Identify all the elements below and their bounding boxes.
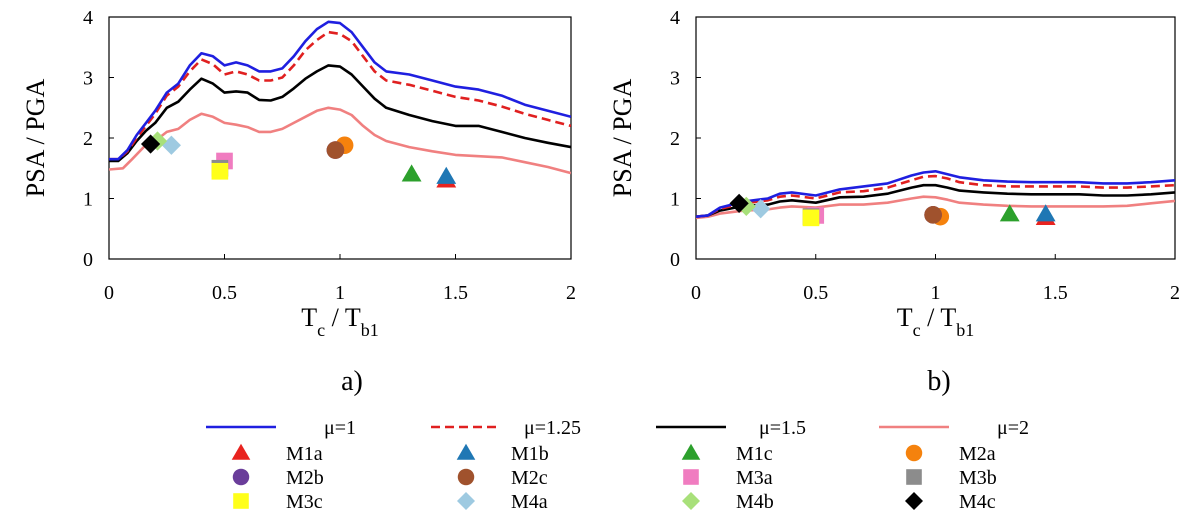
- series-line: [109, 20, 571, 161]
- legend-marker-label: M2c: [511, 467, 548, 489]
- legend-marker-swatch: [906, 469, 922, 485]
- legend-marker-swatch: [457, 492, 475, 510]
- legend-marker-swatch: [232, 468, 250, 486]
- series-line: [696, 174, 1175, 218]
- legend-marker-label: M4b: [736, 491, 774, 511]
- legend-line-label: μ=1.5: [759, 417, 806, 439]
- legend-line-label: μ=1: [324, 417, 356, 439]
- panel-label: a): [341, 366, 363, 397]
- legend-line-label: μ=1.25: [524, 417, 581, 439]
- legend-marker-label: M3b: [959, 467, 997, 489]
- x-tick-label: 0.5: [803, 282, 828, 304]
- data-marker: [751, 199, 771, 219]
- data-marker: [1035, 204, 1056, 222]
- y-tick-label: 4: [670, 7, 680, 29]
- y-tick-label: 1: [83, 189, 93, 211]
- y-tick-label: 2: [83, 128, 93, 150]
- legend-marker-label: M2b: [286, 467, 324, 489]
- data-marker: [401, 164, 422, 182]
- data-marker: [161, 135, 181, 155]
- x-tick-label: 1: [931, 282, 941, 304]
- legend-marker-label: M3a: [736, 467, 773, 489]
- y-tick-label: 3: [670, 68, 680, 90]
- x-axis-label-part: / T: [921, 303, 957, 332]
- x-tick-label: 1: [335, 282, 345, 304]
- x-axis-label-subscript: b1: [361, 320, 379, 340]
- series-line: [109, 106, 571, 175]
- data-marker: [999, 204, 1020, 222]
- y-axis-label: PSA / PGA: [21, 79, 50, 198]
- panel-label: b): [927, 366, 950, 397]
- legend-marker-swatch: [456, 443, 476, 460]
- legend-marker-swatch: [231, 443, 251, 460]
- legend-marker-swatch: [905, 444, 923, 462]
- y-tick-label: 3: [83, 68, 93, 90]
- legend-marker-swatch: [683, 469, 699, 485]
- x-axis-label-subscript: c: [317, 320, 325, 340]
- series-line: [696, 183, 1175, 218]
- series-line: [696, 170, 1175, 218]
- data-marker: [140, 134, 161, 154]
- series-line: [109, 30, 571, 161]
- x-tick-label: 2: [1170, 282, 1180, 304]
- legend-marker-label: M3c: [286, 491, 323, 511]
- x-axis-label-part: / T: [325, 303, 361, 332]
- x-axis-label: Tc / Tb1: [301, 303, 379, 340]
- legend-marker-swatch: [682, 492, 700, 510]
- data-marker: [729, 193, 749, 213]
- series-group: [109, 20, 571, 175]
- legend: μ=1 μ=1.25 μ=1.5 μ=2 M1a M1b M1c M2a M2b M2c M3a M3…: [206, 417, 1029, 511]
- legend-marker-label: M4a: [511, 491, 548, 511]
- x-tick-label: 1.5: [1043, 282, 1068, 304]
- legend-marker-swatch: [681, 443, 701, 460]
- panel-a-chart: 0 1 2 3 4 0 0.5 1 1.5 2 PSA / PGA Tc / Tb1 a): [21, 7, 576, 397]
- data-marker: [802, 209, 820, 227]
- data-marker: [436, 166, 457, 184]
- x-tick-label: 0.5: [212, 282, 237, 304]
- x-axis-label: Tc / Tb1: [897, 303, 975, 340]
- y-tick-label: 0: [670, 249, 680, 271]
- legend-marker-label: M2a: [959, 443, 996, 465]
- data-marker: [924, 206, 942, 224]
- x-tick-label: 0: [104, 282, 114, 304]
- y-tick-label: 2: [670, 128, 680, 150]
- legend-marker-label: M4c: [959, 491, 996, 511]
- data-marker: [211, 162, 229, 180]
- legend-marker-label: M1a: [286, 443, 323, 465]
- series-line: [109, 64, 571, 163]
- panel-b-chart: 0 1 2 3 4 0 0.5 1 1.5 2 PSA / PGA Tc / Tb1 b): [608, 7, 1180, 397]
- x-tick-label: 2: [566, 282, 576, 304]
- y-tick-label: 4: [83, 7, 93, 29]
- legend-marker-swatch: [233, 493, 249, 509]
- x-axis-label-subscript: b1: [956, 320, 974, 340]
- x-axis-label-subscript: c: [913, 320, 921, 340]
- legend-line-label: μ=2: [997, 417, 1029, 439]
- x-axis-label-part: T: [897, 303, 913, 332]
- y-tick-label: 1: [670, 189, 680, 211]
- y-axis-label: PSA / PGA: [608, 79, 637, 198]
- x-axis-label-part: T: [301, 303, 317, 332]
- legend-marker-swatch: [905, 492, 923, 510]
- legend-marker-label: M1c: [736, 443, 773, 465]
- legend-marker-swatch: [457, 468, 475, 486]
- x-tick-label: 1.5: [443, 282, 468, 304]
- x-tick-label: 0: [691, 282, 701, 304]
- legend-marker-label: M1b: [511, 443, 549, 465]
- data-marker: [326, 141, 345, 159]
- y-tick-label: 0: [83, 249, 93, 271]
